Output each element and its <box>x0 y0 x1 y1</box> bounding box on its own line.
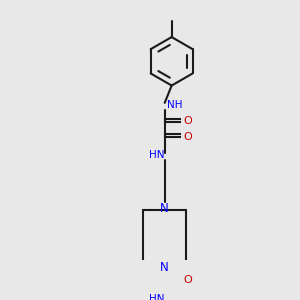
Text: O: O <box>183 116 192 126</box>
Text: N: N <box>160 261 169 274</box>
Text: N: N <box>160 202 169 215</box>
Text: HN: HN <box>149 150 165 160</box>
Text: O: O <box>183 132 192 142</box>
Text: O: O <box>183 275 192 285</box>
Text: NH: NH <box>167 100 183 110</box>
Text: HN: HN <box>149 293 165 300</box>
